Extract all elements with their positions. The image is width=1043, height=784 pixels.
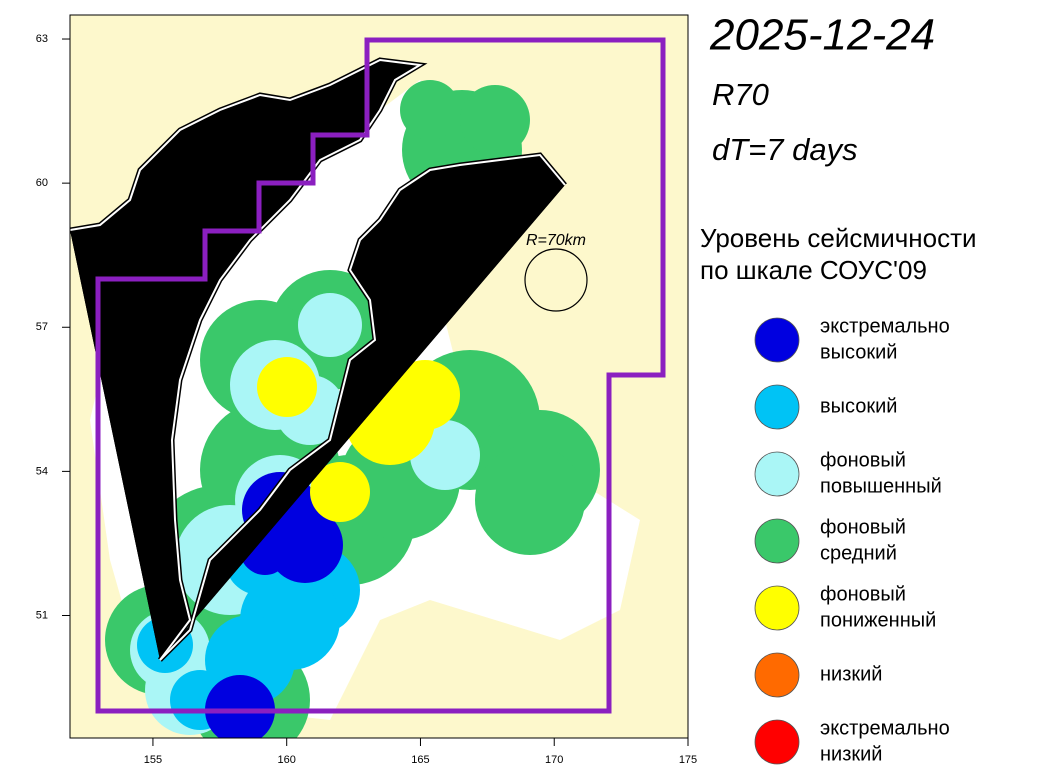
region-boundary bbox=[95, 37, 666, 714]
legend-label: низкий bbox=[820, 663, 882, 685]
radius-circle bbox=[524, 248, 588, 312]
y-tick-label: 60 bbox=[36, 177, 48, 189]
legend-swatch bbox=[754, 384, 800, 430]
y-tick-label: 51 bbox=[36, 609, 48, 621]
x-tick-label: 155 bbox=[144, 754, 162, 766]
x-tick-label: 160 bbox=[278, 754, 296, 766]
legend-label: экстремально bbox=[820, 315, 950, 337]
x-tick-label: 170 bbox=[545, 754, 563, 766]
radius-label: R=70km bbox=[526, 232, 586, 249]
y-tick-label: 57 bbox=[36, 321, 48, 333]
legend-title: по шкале СОУС'09 bbox=[700, 255, 927, 285]
legend-label: экстремально bbox=[820, 717, 950, 739]
legend-swatch bbox=[754, 451, 800, 497]
legend-label: высокий bbox=[820, 395, 897, 417]
radius: R70 bbox=[712, 77, 769, 112]
legend-swatch bbox=[754, 585, 800, 631]
x-tick-label: 175 bbox=[679, 754, 697, 766]
legend-label: средний bbox=[820, 542, 897, 564]
x-tick-label: 165 bbox=[411, 754, 429, 766]
legend-swatch bbox=[754, 719, 800, 765]
period: dT=7 days bbox=[712, 132, 858, 167]
legend-label: высокий bbox=[820, 341, 897, 363]
legend-label: пониженный bbox=[820, 609, 936, 631]
legend-label: низкий bbox=[820, 743, 882, 765]
map-area: R=70km bbox=[70, 15, 688, 738]
y-tick-label: 63 bbox=[36, 33, 48, 45]
y-tick-label: 54 bbox=[36, 465, 48, 477]
legend-title: Уровень сейсмичности bbox=[700, 223, 977, 253]
legend-label: фоновый bbox=[820, 449, 906, 471]
map-frame bbox=[69, 14, 689, 739]
legend-label: фоновый bbox=[820, 583, 906, 605]
legend-swatch bbox=[754, 317, 800, 363]
legend-label: фоновый bbox=[820, 516, 906, 538]
legend-swatch bbox=[754, 518, 800, 564]
legend-label: повышенный bbox=[820, 475, 942, 497]
date: 2025-12-24 bbox=[709, 11, 935, 60]
legend-swatch bbox=[754, 652, 800, 698]
